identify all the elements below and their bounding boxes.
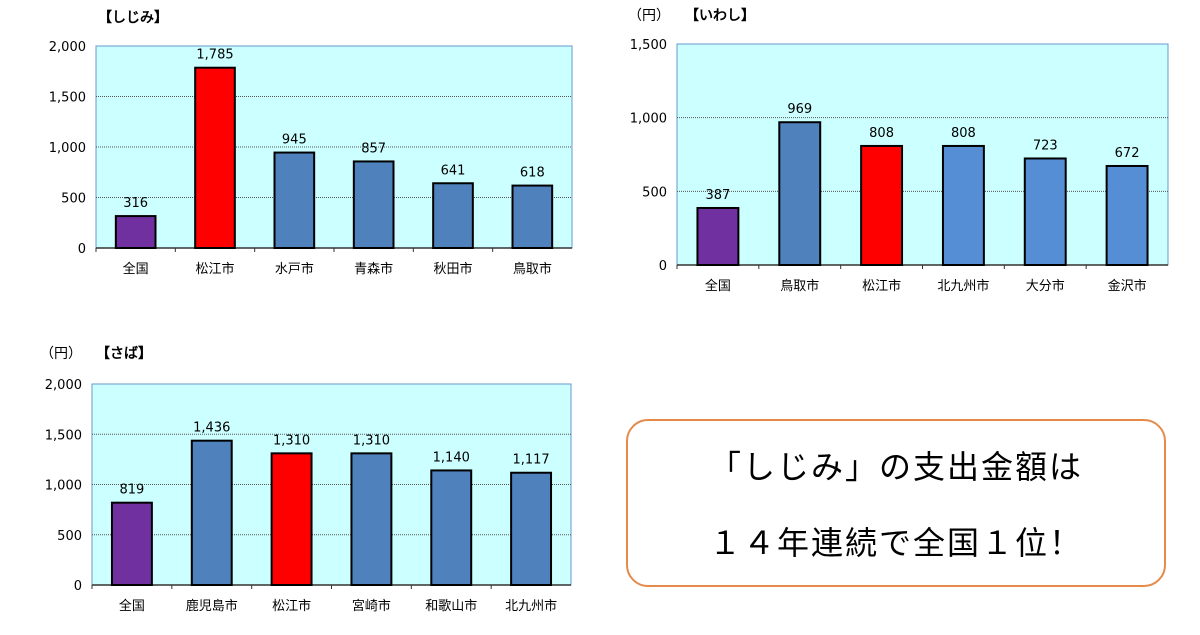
bar-宮崎市 — [350, 452, 393, 586]
y-tick-label: 1,500 — [45, 428, 82, 443]
data-label: 1,785 — [196, 48, 233, 63]
bar-松江市 — [270, 452, 313, 586]
bar-鳥取市 — [778, 121, 822, 267]
data-label: 819 — [120, 483, 145, 498]
chart-title: 【いわし】 — [685, 8, 755, 24]
y-tick-label: 0 — [78, 242, 86, 257]
y-tick-label: 2,000 — [45, 378, 82, 393]
data-label: 945 — [282, 133, 307, 148]
y-tick-label: 0 — [74, 579, 82, 594]
x-tick-label: 松江市 — [272, 598, 311, 614]
y-tick-label: 1,500 — [630, 38, 667, 53]
bar-水戸市 — [273, 151, 316, 249]
callout-box: 「しじみ」の支出金額は １４年連続で全国１位！ — [626, 419, 1166, 587]
x-tick-label: 全国 — [119, 598, 145, 614]
bar-全国 — [696, 206, 740, 266]
x-tick-label: 金沢市 — [1108, 278, 1147, 294]
chart-title: 【しじみ】 — [98, 10, 168, 26]
y-tick-label: 0 — [659, 259, 667, 274]
bar-鹿児島市 — [190, 439, 233, 586]
x-tick-label: 全国 — [705, 278, 731, 294]
bar-北九州市 — [941, 144, 985, 266]
y-tick-label: 500 — [57, 529, 82, 544]
data-label: 1,310 — [273, 433, 310, 448]
x-tick-label: 宮崎市 — [352, 598, 391, 614]
x-tick-label: 秋田市 — [433, 261, 472, 277]
bar-大分市 — [1023, 157, 1067, 266]
bar-秋田市 — [432, 182, 474, 249]
data-label: 808 — [869, 126, 894, 141]
x-tick-label: 鳥取市 — [513, 261, 552, 277]
data-label: 641 — [441, 163, 466, 178]
x-tick-label: 北九州市 — [937, 278, 989, 294]
bar-全国 — [114, 215, 157, 249]
x-tick-label: 松江市 — [862, 278, 901, 294]
x-tick-label: 青森市 — [354, 261, 393, 277]
x-tick-label: 鹿児島市 — [186, 598, 238, 614]
data-label: 618 — [520, 166, 545, 181]
data-label: 672 — [1115, 146, 1140, 161]
data-label: 316 — [123, 196, 148, 211]
callout-line-2: １４年連続で全国１位！ — [708, 524, 1083, 562]
y-tick-label: 1,000 — [630, 112, 667, 127]
x-tick-label: 水戸市 — [275, 261, 314, 277]
x-tick-label: 北九州市 — [505, 598, 557, 614]
data-label: 723 — [1033, 138, 1058, 153]
unit-label: （円） — [628, 8, 670, 24]
data-label: 969 — [787, 102, 812, 117]
data-label: 808 — [951, 126, 976, 141]
y-tick-label: 2,000 — [49, 40, 86, 55]
bar-北九州市 — [510, 471, 553, 586]
y-tick-label: 1,000 — [49, 141, 86, 156]
data-label: 1,117 — [512, 453, 549, 468]
data-label: 1,310 — [353, 433, 390, 448]
chart-title: 【さば】 — [96, 346, 152, 362]
plot-area — [676, 43, 1169, 266]
bar-全国 — [110, 501, 153, 586]
data-label: 857 — [361, 141, 386, 156]
y-tick-label: 500 — [61, 192, 86, 207]
y-tick-label: 500 — [642, 185, 667, 200]
bar-松江市 — [860, 144, 904, 266]
y-tick-label: 1,500 — [49, 91, 86, 106]
data-label: 387 — [706, 188, 731, 203]
bar-金沢市 — [1105, 164, 1149, 267]
callout-line-1: 「しじみ」の支出金額は — [708, 448, 1083, 486]
x-tick-label: 大分市 — [1026, 278, 1065, 294]
bar-松江市 — [194, 66, 236, 249]
bar-和歌山市 — [430, 469, 473, 586]
data-label: 1,436 — [193, 421, 230, 436]
unit-label: （円） — [40, 346, 82, 362]
bar-青森市 — [352, 160, 395, 249]
data-label: 1,140 — [433, 450, 470, 465]
x-tick-label: 松江市 — [195, 261, 234, 277]
x-tick-label: 和歌山市 — [425, 598, 477, 614]
plot-area — [91, 383, 572, 586]
y-tick-label: 1,000 — [45, 479, 82, 494]
bar-鳥取市 — [511, 184, 554, 249]
x-tick-label: 全国 — [123, 261, 149, 277]
x-tick-label: 鳥取市 — [780, 278, 819, 294]
